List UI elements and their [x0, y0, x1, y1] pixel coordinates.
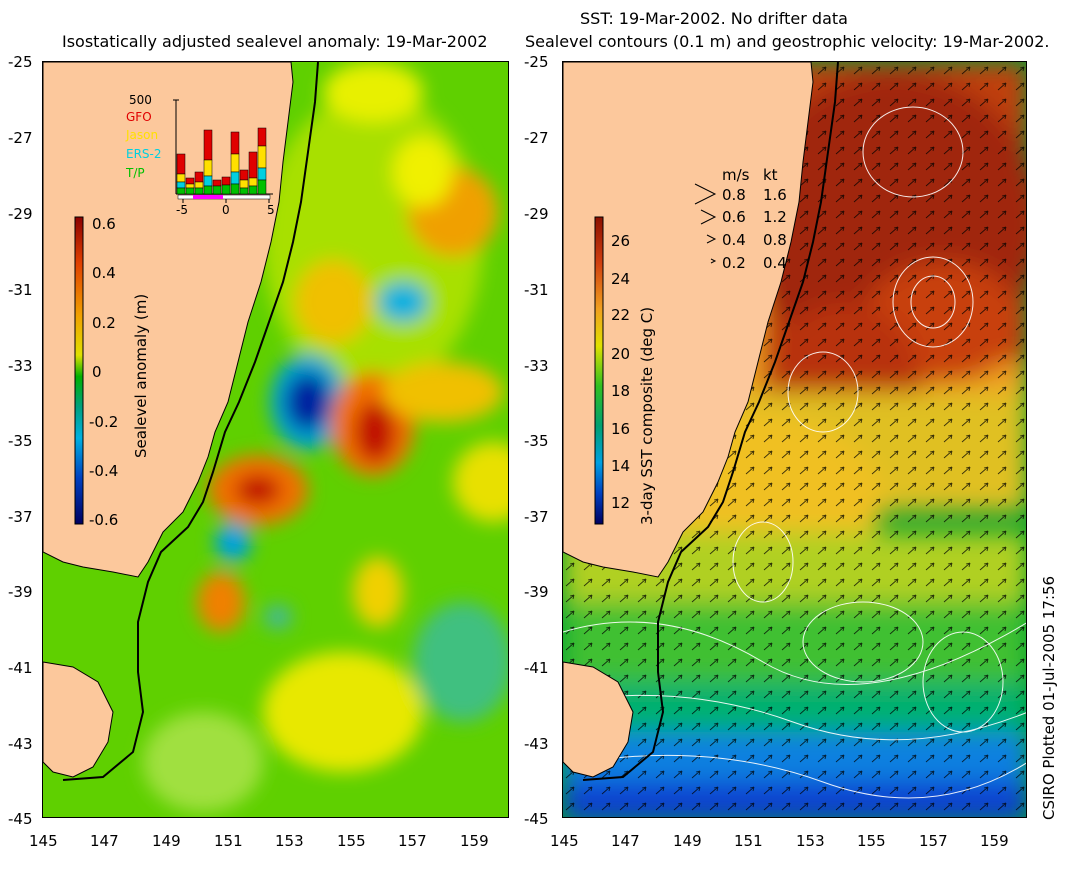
velocity-legend-header-ms: m/s	[722, 166, 750, 184]
left-cbar-tick: 0.4	[92, 264, 116, 282]
lat-tick-label: -31	[524, 281, 549, 299]
inset-xtick-neg5: -5	[176, 203, 188, 217]
lat-tick-label: -35	[524, 432, 549, 450]
left-cbar-tick: 0	[92, 363, 102, 381]
lon-tick-label: 153	[275, 832, 304, 850]
right-cbar-tick: 16	[611, 420, 631, 438]
velocity-legend-kt: 0.4	[763, 254, 787, 272]
lat-tick-label: -37	[8, 508, 33, 526]
inset-xtick-0: 0	[222, 203, 230, 217]
lat-tick-label: -39	[8, 583, 33, 601]
sealevel-anomaly-field	[43, 62, 508, 817]
velocity-legend-kt: 1.6	[763, 186, 787, 204]
lat-tick-label: -31	[8, 281, 33, 299]
plot-credit: CSIRO Plotted 01-Jul-2005 17:56	[1040, 575, 1058, 820]
right-cbar-tick: 20	[611, 345, 631, 363]
lon-tick-label: 155	[857, 832, 886, 850]
inset-legend-gfo: GFO	[126, 110, 152, 124]
track-count-inset-chart	[173, 99, 273, 203]
left-cbar-tick: -0.2	[89, 413, 119, 431]
lat-tick-label: -41	[8, 659, 33, 677]
right-panel-title-line2: Sealevel contours (0.1 m) and geostrophi…	[525, 32, 1050, 51]
lat-tick-label: -29	[8, 205, 33, 223]
sealevel-anomaly-map	[42, 61, 509, 818]
left-cbar-tick: 0.6	[92, 215, 116, 233]
lon-tick-label: 155	[337, 832, 366, 850]
inset-xtick-5: 5	[267, 203, 275, 217]
velocity-legend-ms: 0.4	[722, 231, 746, 249]
lat-tick-label: -29	[524, 205, 549, 223]
lon-tick-label: 159	[460, 832, 489, 850]
lon-tick-label: 147	[90, 832, 119, 850]
inset-ytick-500: 500	[129, 93, 152, 107]
lat-tick-label: -33	[8, 357, 33, 375]
velocity-legend-kt: 1.2	[763, 208, 787, 226]
left-cbar-tick: 0.2	[92, 314, 116, 332]
inset-legend-tp: T/P	[126, 166, 145, 180]
sst-field	[563, 62, 1026, 817]
velocity-legend-arrows	[694, 183, 717, 264]
right-cbar-tick: 24	[611, 270, 631, 288]
lat-tick-label: -27	[524, 129, 549, 147]
right-cbar-tick: 26	[611, 232, 631, 250]
left-colorbar-label: Sealevel anomaly (m)	[132, 293, 150, 458]
lon-tick-label: 151	[734, 832, 763, 850]
velocity-legend-kt: 0.8	[763, 231, 787, 249]
lon-tick-label: 149	[152, 832, 181, 850]
sst-map	[562, 61, 1027, 818]
lon-tick-label: 147	[611, 832, 640, 850]
right-colorbar-label: 3-day SST composite (deg C)	[638, 306, 656, 525]
lat-tick-label: -27	[8, 129, 33, 147]
lat-tick-label: -45	[524, 810, 549, 828]
right-panel-title-line1: SST: 19-Mar-2002. No drifter data	[580, 9, 848, 28]
lon-tick-label: 151	[214, 832, 243, 850]
lat-tick-label: -41	[524, 659, 549, 677]
lat-tick-label: -35	[8, 432, 33, 450]
right-cbar-tick: 12	[611, 494, 631, 512]
lon-tick-label: 159	[980, 832, 1009, 850]
lon-tick-label: 153	[796, 832, 825, 850]
inset-legend-jason: Jason	[126, 128, 159, 142]
lon-tick-label: 157	[919, 832, 948, 850]
velocity-legend-ms: 0.8	[722, 186, 746, 204]
lat-tick-label: -43	[524, 735, 549, 753]
lat-tick-label: -45	[8, 810, 33, 828]
left-cbar-tick: -0.4	[89, 462, 119, 480]
inset-legend-ers2: ERS-2	[126, 147, 162, 161]
left-panel-title: Isostatically adjusted sealevel anomaly:…	[62, 32, 488, 51]
right-cbar-tick: 22	[611, 306, 631, 324]
sst-colorbar	[594, 216, 604, 525]
lat-tick-label: -37	[524, 508, 549, 526]
lat-tick-label: -43	[8, 735, 33, 753]
left-cbar-tick: -0.6	[89, 511, 119, 529]
lat-tick-label: -25	[8, 53, 33, 71]
velocity-legend-header-kt: kt	[763, 166, 778, 184]
right-cbar-tick: 18	[611, 382, 631, 400]
lon-tick-label: 149	[673, 832, 702, 850]
right-cbar-tick: 14	[611, 457, 631, 475]
velocity-legend-ms: 0.2	[722, 254, 746, 272]
lat-tick-label: -33	[524, 357, 549, 375]
lon-tick-label: 145	[550, 832, 579, 850]
velocity-legend-ms: 0.6	[722, 208, 746, 226]
lon-tick-label: 157	[398, 832, 427, 850]
lat-tick-label: -25	[524, 53, 549, 71]
lat-tick-label: -39	[524, 583, 549, 601]
lon-tick-label: 145	[29, 832, 58, 850]
sealevel-colorbar	[74, 216, 84, 525]
